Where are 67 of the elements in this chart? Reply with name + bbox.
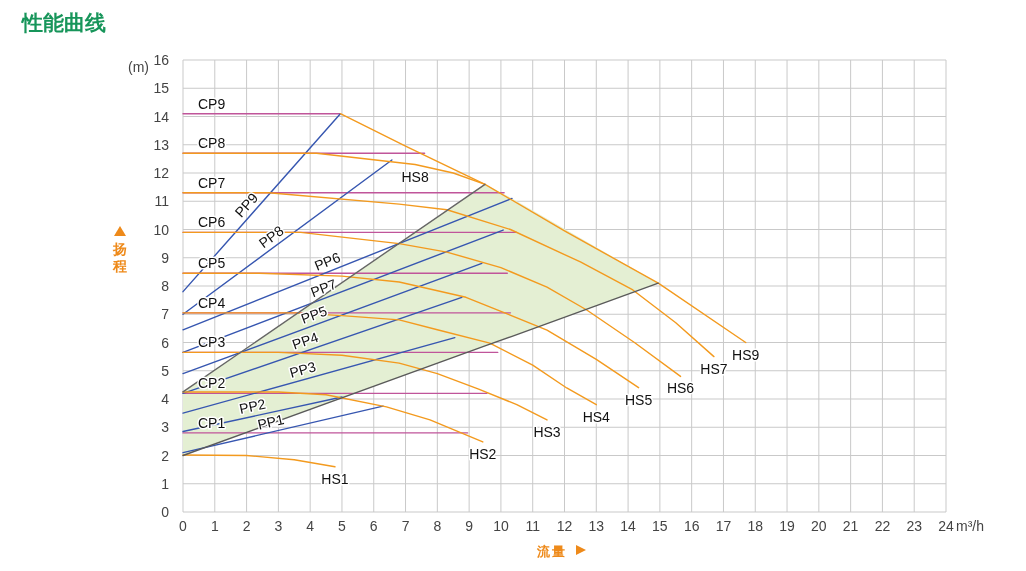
x-tick-label: 1 xyxy=(210,518,219,534)
text: PP5 xyxy=(298,302,330,327)
series-label: HS1 xyxy=(321,470,349,487)
x-tick-label: 3 xyxy=(274,518,283,534)
y-tick-label: 8 xyxy=(161,278,170,294)
y-tick-label: 0 xyxy=(161,504,170,520)
series-label: HS8 xyxy=(401,168,429,185)
series-label: HS2 xyxy=(469,445,497,462)
x-tick-label: 22 xyxy=(874,518,891,534)
y-tick-label: 16 xyxy=(153,52,170,68)
text: m³/h xyxy=(956,518,984,534)
series-label: HS7 xyxy=(700,360,728,377)
series-label: HS5 xyxy=(624,391,653,408)
x-tick-label: 0 xyxy=(179,518,188,534)
text: PP4 xyxy=(290,328,321,353)
x-tick-label: 12 xyxy=(556,518,573,534)
text: PP3 xyxy=(287,358,318,381)
x-tick-label: 14 xyxy=(620,518,637,534)
y-axis-title: 扬程 xyxy=(112,241,127,274)
x-tick-label: 4 xyxy=(306,518,315,534)
y-tick-label: 2 xyxy=(161,447,170,464)
y-tick-label: 6 xyxy=(161,334,170,351)
series-label: CP6 xyxy=(198,214,226,231)
x-tick-label: 24 xyxy=(938,518,954,534)
y-tick-label: 1 xyxy=(161,475,170,492)
x-tick-label: 20 xyxy=(811,518,827,534)
y-tick-label: 9 xyxy=(161,249,170,266)
series-label: CP8 xyxy=(198,135,226,152)
text: (m) xyxy=(128,59,149,75)
y-tick-label: 12 xyxy=(153,165,170,181)
text: PP8 xyxy=(255,222,287,252)
x-tick-label: 13 xyxy=(588,518,605,534)
x-tick-label: 6 xyxy=(369,518,378,534)
series-label: HS9 xyxy=(732,346,760,363)
y-tick-label: 14 xyxy=(153,108,170,125)
x-axis-title: 流量 xyxy=(536,544,567,559)
y-tick-label: 10 xyxy=(153,221,170,238)
series-label: HS3 xyxy=(533,423,561,440)
x-tick-label: 17 xyxy=(715,518,732,534)
x-tick-label: 23 xyxy=(906,518,923,534)
x-tick-label: 10 xyxy=(493,518,509,534)
x-tick-label: 8 xyxy=(433,518,442,534)
chart-title: 性能曲线 xyxy=(20,11,106,34)
x-tick-label: 19 xyxy=(779,518,796,534)
x-tick-label: 11 xyxy=(525,518,541,534)
text: PP6 xyxy=(312,248,343,274)
text: PP7 xyxy=(308,275,339,301)
x-tick-label: 7 xyxy=(401,518,410,534)
x-tick-label: 15 xyxy=(652,518,668,534)
y-tick-label: 11 xyxy=(154,193,170,210)
series-label: CP9 xyxy=(198,95,226,112)
series-label: CP4 xyxy=(198,294,226,311)
x-tick-label: 2 xyxy=(242,518,251,534)
x-tick-label: 9 xyxy=(465,518,474,534)
series-label: HS4 xyxy=(582,408,611,425)
series-label: HS6 xyxy=(666,380,695,397)
y-tick-label: 3 xyxy=(161,419,170,436)
y-tick-label: 13 xyxy=(153,136,170,153)
y-tick-label: 15 xyxy=(153,80,170,97)
x-tick-label: 16 xyxy=(683,518,700,534)
x-tick-label: 5 xyxy=(338,518,347,534)
x-tick-label: 18 xyxy=(747,518,764,534)
x-tick-label: 21 xyxy=(842,518,859,534)
y-tick-label: 5 xyxy=(161,362,170,379)
y-tick-label: 4 xyxy=(161,391,170,407)
y-tick-label: 7 xyxy=(161,306,170,323)
series-label: CP7 xyxy=(198,174,226,191)
